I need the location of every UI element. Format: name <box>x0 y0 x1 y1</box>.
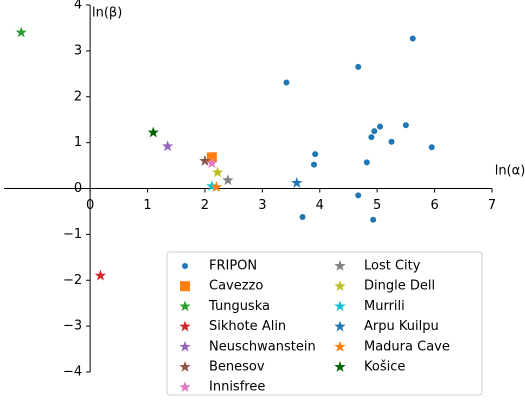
point <box>363 159 370 166</box>
point <box>283 79 290 86</box>
y-tick-label: 1 <box>74 135 82 150</box>
point <box>206 157 218 169</box>
legend-label: Cavezzo <box>209 279 263 294</box>
point <box>94 269 107 281</box>
point <box>388 138 395 145</box>
y-tick-label: 2 <box>74 89 82 104</box>
point <box>147 126 159 138</box>
point <box>355 192 362 199</box>
point <box>409 35 416 42</box>
point <box>312 151 319 158</box>
y-tick-label: −4 <box>63 365 82 380</box>
legend-label: Košice <box>364 360 405 375</box>
point <box>199 154 211 166</box>
x-axis-label: ln(α) <box>495 164 525 179</box>
y-tick-label: −3 <box>63 319 82 334</box>
point <box>299 213 306 220</box>
legend-label: Neuschwanstein <box>209 339 316 354</box>
point <box>15 26 27 38</box>
legend-label: Lost City <box>364 259 421 274</box>
legend-marker <box>179 340 191 352</box>
legend-marker <box>334 260 346 271</box>
legend-marker <box>334 280 346 292</box>
legend-marker <box>334 361 346 372</box>
legend-label: Tunguska <box>208 299 270 314</box>
legend-marker <box>334 320 346 332</box>
point <box>291 177 303 188</box>
y-tick-label: 3 <box>74 43 82 58</box>
point <box>428 144 435 151</box>
point <box>370 216 377 223</box>
legend-marker <box>179 300 191 312</box>
legend-marker <box>334 340 346 352</box>
legend-label: Benesov <box>209 360 265 375</box>
point <box>222 174 234 186</box>
x-tick-label: 5 <box>373 198 381 213</box>
x-tick-label: 7 <box>488 198 496 213</box>
legend-marker <box>179 320 191 332</box>
point <box>402 122 409 129</box>
point <box>161 140 174 152</box>
point <box>210 181 223 192</box>
legend-label: Dingle Dell <box>364 279 435 294</box>
legend-label: Madura Cave <box>364 339 450 354</box>
x-tick-label: 6 <box>430 198 438 213</box>
legend-marker <box>182 263 188 269</box>
legend-marker <box>334 300 346 312</box>
point <box>368 134 375 141</box>
y-tick-label: −1 <box>63 227 82 242</box>
x-tick-label: 4 <box>316 198 324 213</box>
x-tick-label: 1 <box>143 198 151 213</box>
legend-marker <box>179 361 191 372</box>
point <box>311 161 318 168</box>
legend-label: Murrili <box>364 299 405 314</box>
legend-marker <box>179 381 191 393</box>
y-tick-label: −2 <box>63 273 82 288</box>
point <box>377 123 384 130</box>
legend-box <box>166 251 483 396</box>
legend-label: Arpu Kuilpu <box>364 319 439 334</box>
legend-label: Innisfree <box>209 380 265 395</box>
x-tick-label: 0 <box>86 198 94 213</box>
x-tick-label: 3 <box>258 198 266 213</box>
point <box>211 166 224 178</box>
legend-marker <box>180 281 190 292</box>
legend-label: FRIPON <box>209 259 257 274</box>
legend-label: Sikhote Alin <box>209 319 286 334</box>
y-axis-label: ln(β) <box>92 6 122 21</box>
y-tick-label: 0 <box>74 181 82 196</box>
point <box>355 63 362 70</box>
x-tick-label: 2 <box>201 198 209 213</box>
point <box>371 128 378 135</box>
y-tick-label: 4 <box>74 0 82 13</box>
